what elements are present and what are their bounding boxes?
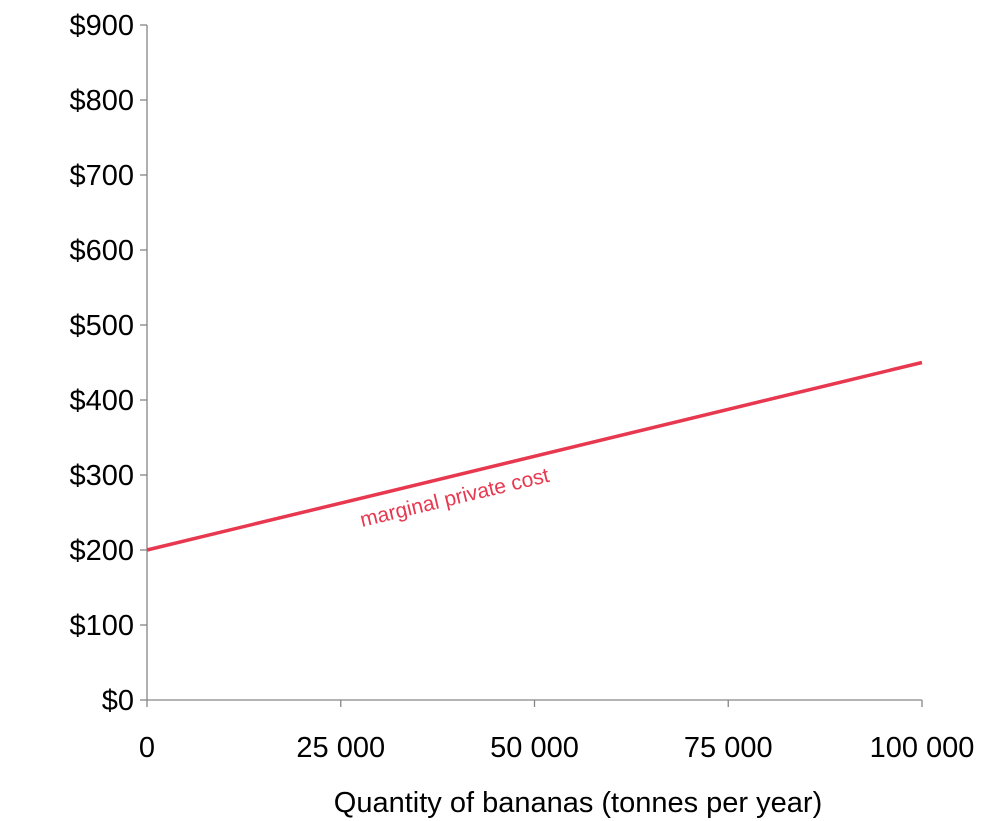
x-tick-label: 0 — [139, 732, 155, 764]
y-tick-label: $400 — [69, 385, 134, 417]
x-tick-label: 25 000 — [296, 732, 385, 764]
y-tick-label: $300 — [69, 460, 134, 492]
series-group: marginal private cost — [146, 360, 923, 552]
y-tick-label: $500 — [69, 310, 134, 342]
y-tick-label: $800 — [69, 85, 134, 117]
x-axis-title: Quantity of bananas (tonnes per year) — [334, 787, 822, 819]
y-tick-label: $700 — [69, 160, 134, 192]
x-axis-ticks: 0 25 000 50 000 75 000 100 000 — [139, 700, 974, 764]
y-tick-label: $200 — [69, 535, 134, 567]
y-tick-label: $0 — [102, 685, 134, 717]
y-tick-label: $100 — [69, 610, 134, 642]
x-tick-label: 50 000 — [490, 732, 579, 764]
x-tick-label: 100 000 — [870, 732, 975, 764]
x-tick-label: 75 000 — [684, 732, 773, 764]
axes — [146, 25, 922, 701]
y-tick-label: $600 — [69, 235, 134, 267]
series-line-marginal-private-cost — [146, 360, 923, 552]
y-tick-label: $900 — [69, 10, 134, 42]
y-axis-ticks: $0 $100 $200 $300 $400 $500 $600 $700 $800 $900 — [69, 10, 147, 717]
